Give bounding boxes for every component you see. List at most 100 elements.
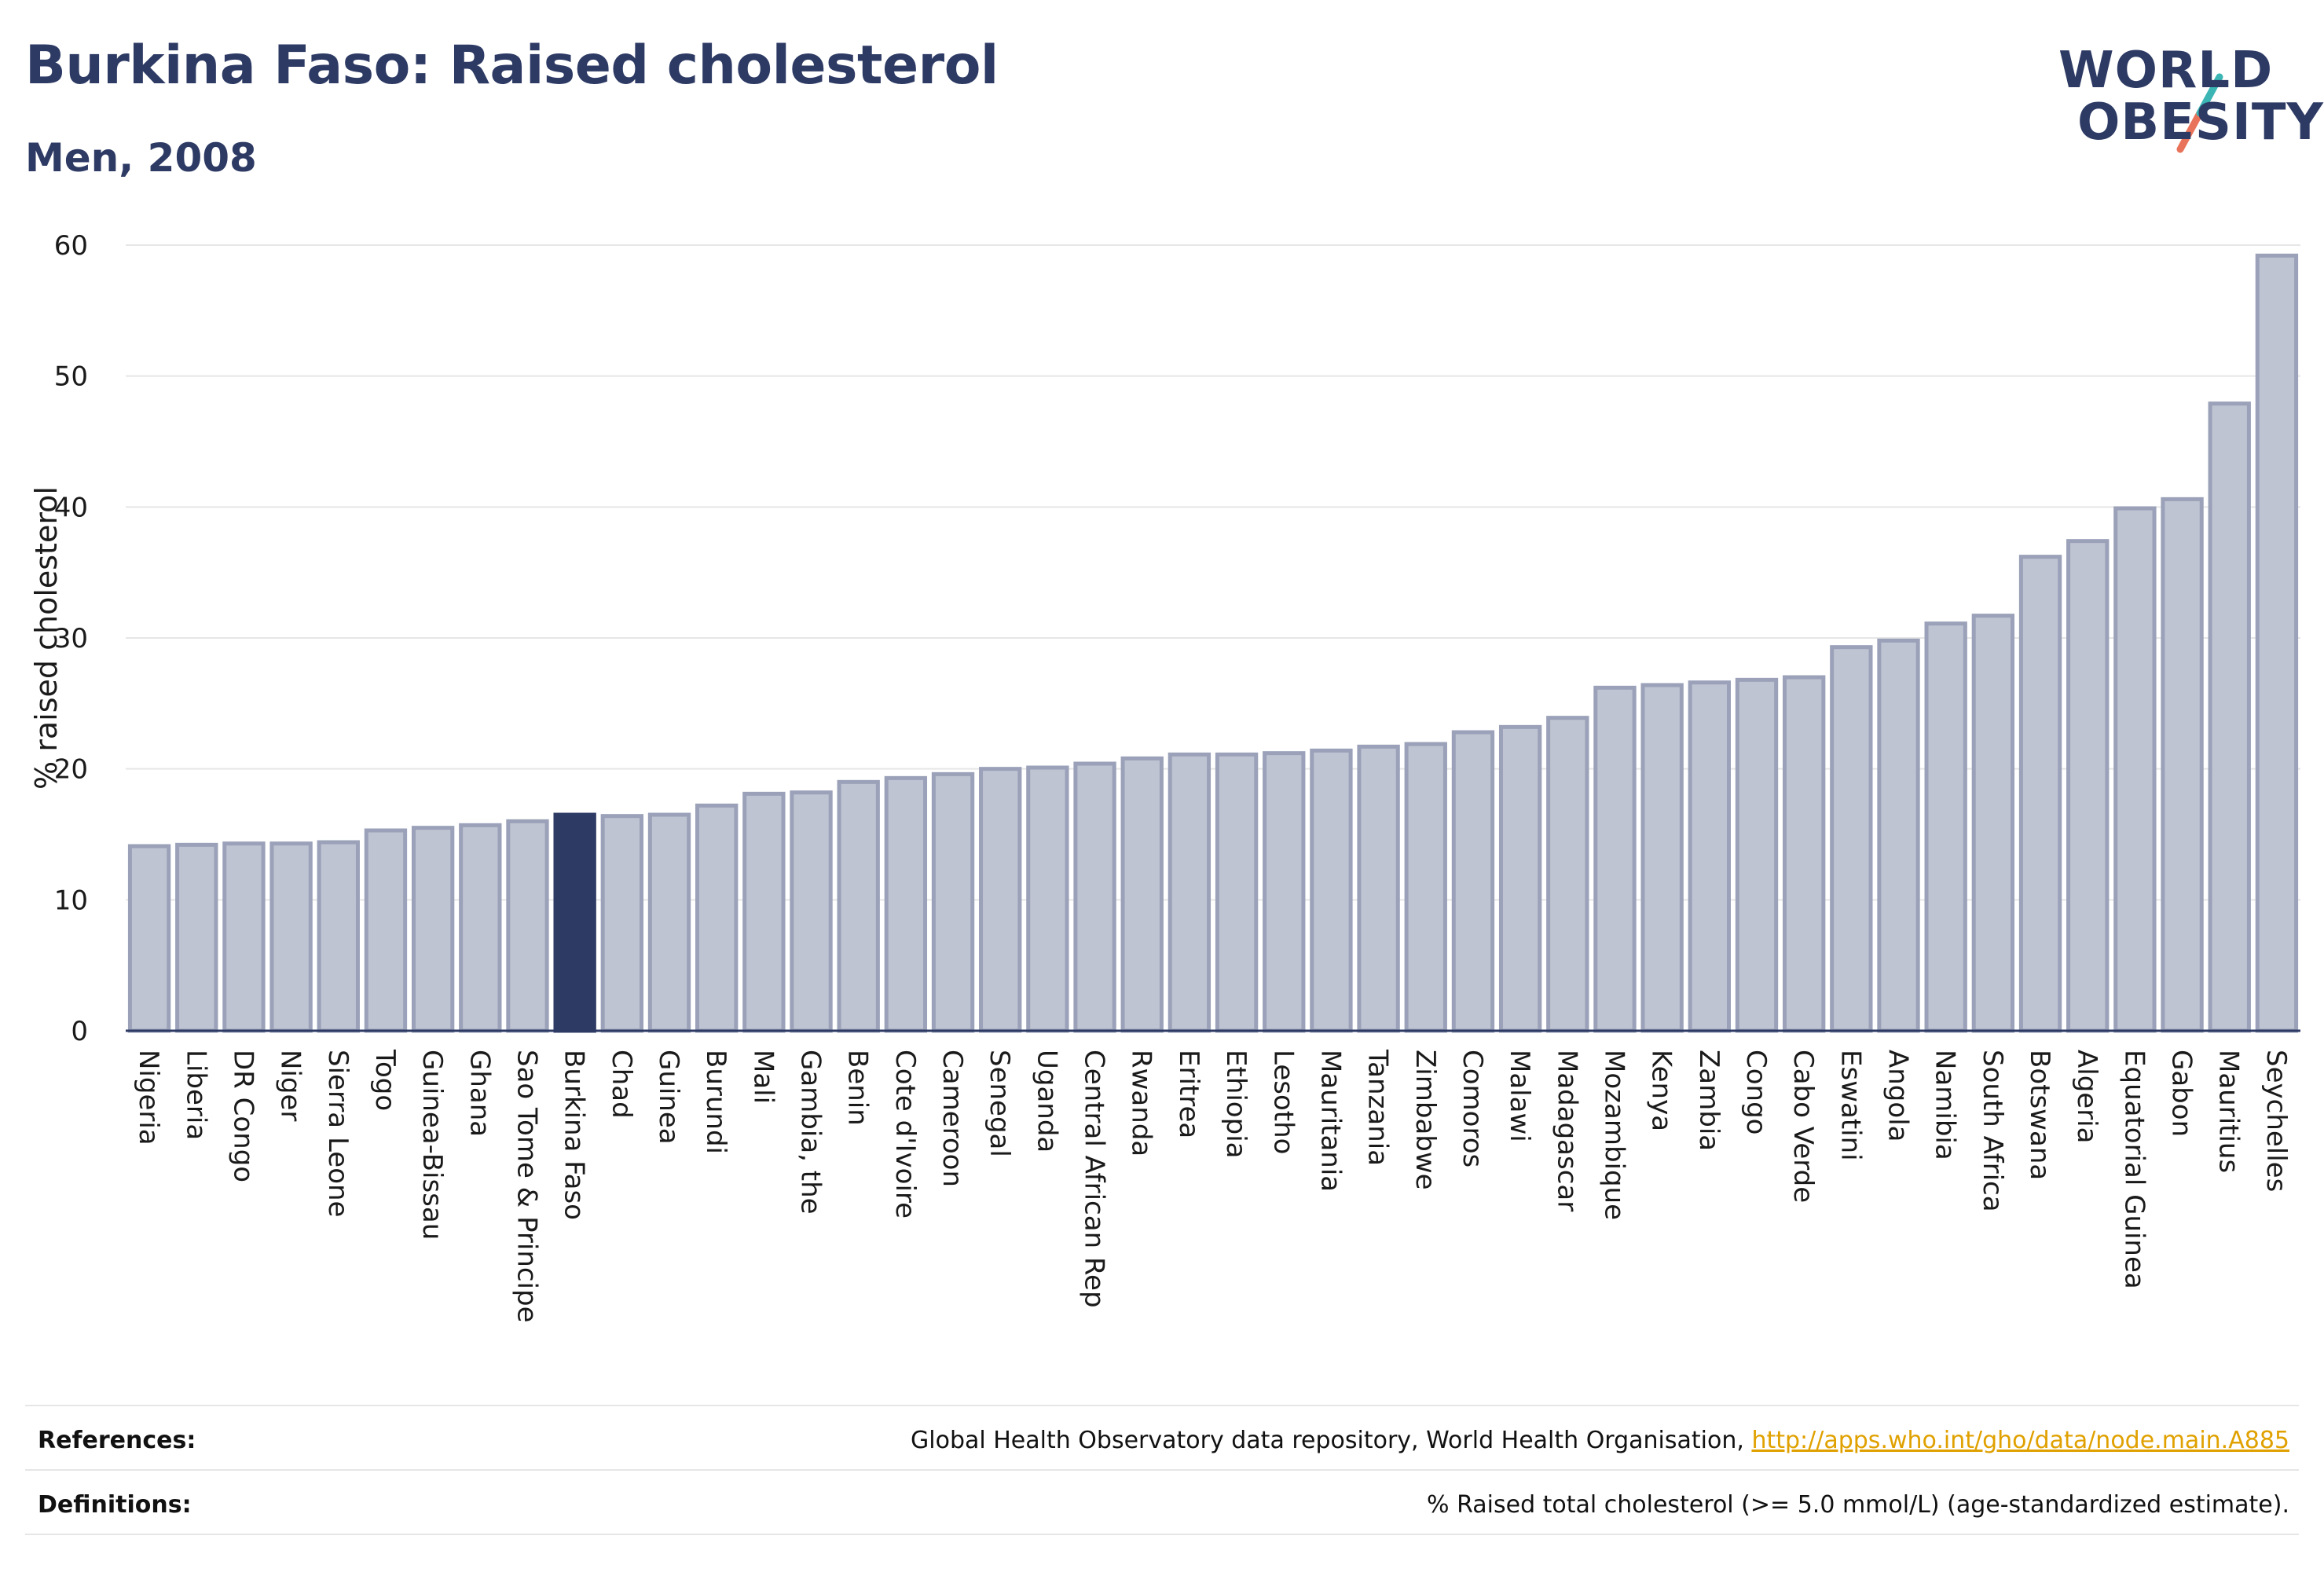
bar-nigeria (127, 844, 171, 1033)
bar-guinea (647, 812, 691, 1033)
x-tick-label: Congo (1740, 1050, 1772, 1134)
bar-zambia (1688, 680, 1731, 1033)
y-tick-label: 30 (54, 623, 88, 654)
bar-rwanda (1120, 756, 1164, 1033)
x-tick-label: Mauritania (1314, 1050, 1346, 1192)
bar-angola (1877, 638, 1920, 1033)
bar-guinea-bissau (411, 826, 455, 1033)
x-tick-label: Togo (369, 1049, 401, 1111)
x-tick-label: Niger (275, 1050, 306, 1121)
bar-liberia (175, 842, 218, 1033)
definitions-text: % Raised total cholesterol (>= 5.0 mmol/… (1427, 1491, 2289, 1519)
x-tick-label: Equatorial Guinea (2118, 1050, 2150, 1289)
bar-seychelles (2255, 253, 2299, 1033)
y-tick-label: 60 (54, 230, 88, 262)
footer-divider (25, 1469, 2299, 1471)
bar-comoros (1451, 730, 1495, 1033)
bar-malawi (1498, 724, 1542, 1033)
x-tick-label: Zambia (1693, 1050, 1725, 1151)
x-tick-label: Sierra Leone (322, 1050, 354, 1217)
bar-gabon (2161, 497, 2204, 1033)
x-tick-label: Tanzania (1362, 1049, 1394, 1166)
x-tick-label: Nigeria (133, 1050, 164, 1145)
bar-benin (837, 779, 880, 1033)
bar-cameroon (931, 772, 975, 1033)
x-tick-label: Kenya (1646, 1050, 1677, 1131)
x-tick-label: Burkina Faso (559, 1050, 590, 1220)
logo-text-obesity: OBESITY (2077, 93, 2324, 152)
x-tick-label: Eswatini (1835, 1050, 1866, 1161)
bar-congo (1735, 677, 1779, 1033)
bar-ethiopia (1215, 752, 1259, 1033)
bar-south-africa (1971, 614, 2015, 1033)
bar-kenya (1640, 683, 1684, 1033)
x-tick-label: Lesotho (1267, 1050, 1299, 1154)
x-tick-label: Comoros (1457, 1050, 1488, 1167)
x-tick-label: Chad (606, 1050, 637, 1119)
bar-namibia (1924, 621, 1967, 1033)
bar-togo (364, 828, 408, 1033)
x-tick-label: Algeria (2071, 1050, 2102, 1143)
bar-sao-tome-principe (506, 819, 549, 1033)
x-tick-label: Angola (1882, 1050, 1914, 1142)
bar-eswatini (1830, 645, 1873, 1033)
y-axis-label: % raised cholesterol (29, 486, 64, 790)
x-tick-label: Rwanda (1126, 1050, 1157, 1156)
x-tick-label: Eritrea (1173, 1050, 1204, 1138)
bar-sierra-leone (317, 840, 360, 1033)
references-text: Global Health Observatory data repositor… (911, 1427, 2289, 1454)
y-tick-label: 40 (54, 492, 88, 523)
chart-subtitle: Men, 2008 (25, 135, 257, 181)
logo-text-world: WORLD (2058, 42, 2274, 100)
x-tick-label: Gambia, the (795, 1050, 827, 1215)
bar-dr-congo (222, 841, 266, 1033)
x-tick-label: Cameroon (937, 1050, 968, 1187)
bar-ghana (459, 823, 502, 1033)
references-link[interactable]: http://apps.who.int/gho/data/node.main.A… (1751, 1427, 2289, 1454)
bar-central-african-rep (1073, 761, 1116, 1033)
x-tick-label: Guinea-Bissau (416, 1050, 448, 1240)
x-tick-label: Cabo Verde (1787, 1050, 1819, 1203)
footer-divider (25, 1534, 2299, 1535)
bar-uganda (1026, 765, 1069, 1033)
x-tick-label: Central African Rep (1079, 1050, 1110, 1308)
bar-zimbabwe (1404, 742, 1447, 1033)
bar-eritrea (1167, 752, 1211, 1033)
bar-burkina-faso (553, 812, 596, 1033)
bar-equatorial-guinea (2113, 506, 2157, 1033)
x-tick-label: Liberia (180, 1050, 211, 1140)
x-tick-label: Sao Tome & Principe (511, 1050, 542, 1323)
x-tick-label: Botswana (2024, 1050, 2055, 1180)
bar-botswana (2018, 555, 2062, 1033)
bar-madagascar (1546, 716, 1589, 1033)
bar-tanzania (1357, 744, 1400, 1033)
x-tick-label: Mauritius (2213, 1050, 2245, 1173)
x-tick-label: Malawi (1504, 1050, 1535, 1142)
y-tick-label: 0 (71, 1016, 88, 1047)
x-tick-label: Mozambique (1598, 1050, 1629, 1220)
x-tick-label: Seychelles (2260, 1050, 2292, 1192)
bar-cabo-verde (1783, 675, 1826, 1033)
x-tick-label: Zimbabwe (1409, 1050, 1441, 1190)
x-tick-label: Gabon (2166, 1050, 2198, 1137)
bar-algeria (2066, 539, 2110, 1033)
bar-gambia-the (790, 790, 833, 1033)
x-tick-label: Namibia (1930, 1050, 1961, 1160)
x-tick-label: South Africa (1977, 1050, 2008, 1212)
bar-burundi (695, 803, 739, 1033)
x-tick-label: Benin (842, 1050, 874, 1126)
bar-niger (269, 841, 313, 1033)
x-tick-label: Cote d'Ivoire (889, 1050, 921, 1219)
x-tick-label: Ethiopia (1220, 1050, 1252, 1158)
x-tick-label: Ghana (464, 1050, 495, 1137)
bar-mauritania (1310, 748, 1353, 1033)
bar-mozambique (1593, 685, 1637, 1033)
y-tick-label: 10 (54, 885, 88, 916)
x-tick-label: Burundi (700, 1050, 731, 1154)
footer-divider (25, 1405, 2299, 1406)
world-obesity-logo: WORLD OBESITY (2043, 31, 2323, 173)
x-tick-label: Madagascar (1551, 1050, 1582, 1211)
y-tick-label: 20 (54, 754, 88, 786)
x-tick-label: Mali (747, 1050, 779, 1104)
x-tick-label: DR Congo (227, 1050, 258, 1182)
